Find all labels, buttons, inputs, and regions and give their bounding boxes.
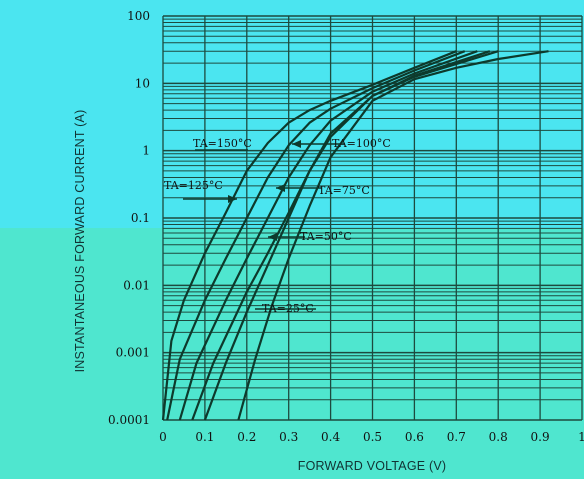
series-label-2: TA=100°C [332,137,391,150]
x-tick-label: 0 [159,430,167,444]
y-tick-label: 100 [127,9,150,23]
x-tick-label: 1 [578,430,584,444]
series-line-4 [203,50,499,421]
series-label-5: TA=25°C [262,302,314,315]
y-tick-label: 10 [135,76,150,90]
series-curves [161,50,549,421]
series-label-3: TA=75°C [318,184,370,197]
series-line-0 [161,50,457,421]
background-top [0,0,584,228]
x-tick-label: 0.1 [195,430,214,444]
series-label-1: TA=125°C [164,179,223,192]
tick-labels: 0 0.1 0.2 0.3 0.4 0.5 0.6 0.7 0.8 0.9 1 100 10 1 0.1 0.… [108,9,584,444]
x-tick-label: 0.5 [363,430,382,444]
y-tick-label: 1 [142,144,150,158]
y-tick-label: 0.0001 [108,413,150,427]
x-tick-label: 0.8 [489,430,508,444]
series-line-2 [178,50,478,421]
y-tick-label: 0.001 [116,346,150,360]
label-arrow-4 [268,233,277,241]
x-axis-title: FORWARD VOLTAGE (V) [298,459,446,473]
x-tick-label: 0.3 [279,430,298,444]
y-axis-title: INSTANTANEOUS FORWARD CURRENT (A) [73,110,87,373]
background-bottom [0,228,584,479]
label-arrow-2 [292,140,301,148]
label-arrow-1 [228,195,237,203]
series-line-1 [166,50,466,421]
series-label-0: TA=150°C [193,137,252,150]
x-tick-label: 0.6 [405,430,424,444]
grid [162,15,583,421]
y-tick-label: 0.01 [123,278,150,292]
y-tick-label: 0.1 [131,211,150,225]
x-tick-label: 0.2 [237,430,256,444]
series-labels: TA=150°C TA=125°C TA=100°C TA=75°C TA=50°C TA… [164,137,391,315]
x-tick-label: 0.9 [531,430,550,444]
series-line-5 [237,50,549,421]
x-tick-label: 0.4 [321,430,340,444]
x-tick-label: 0.7 [447,430,466,444]
label-arrow-3 [276,184,285,192]
series-label-4: TA=50°C [300,230,352,243]
